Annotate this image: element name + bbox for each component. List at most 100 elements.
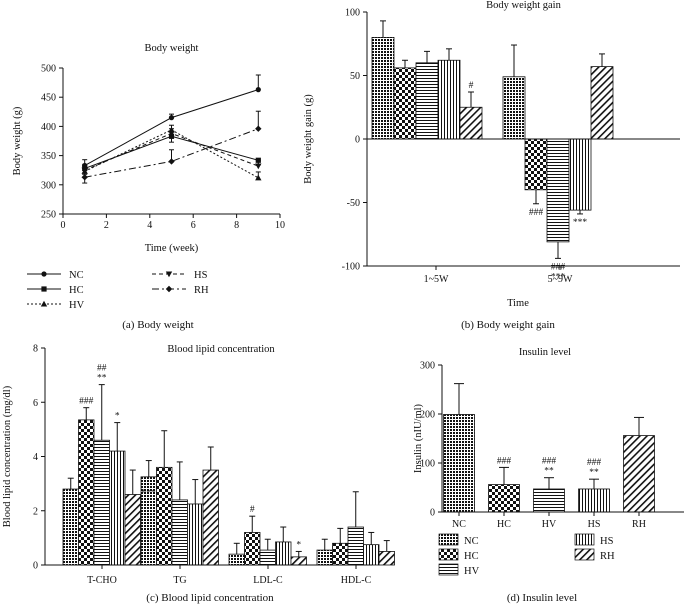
significance-mark: ### — [529, 208, 544, 218]
bar-hv — [259, 549, 276, 566]
significance-mark: ** — [544, 467, 554, 477]
bar-hv — [415, 62, 439, 140]
bar-hs — [187, 503, 204, 566]
legend-label-hc: HC — [464, 551, 479, 562]
significance-mark: # — [250, 505, 255, 515]
chart-a-x-label: Time (week) — [145, 243, 199, 254]
legend-marker-nc — [41, 271, 47, 277]
chart-2-y-tick-label: 0 — [33, 561, 38, 572]
significance-mark: ### — [542, 457, 557, 467]
bar-nc — [443, 414, 475, 513]
bar-nc — [371, 37, 395, 140]
legend-label-rh: RH — [194, 285, 209, 296]
chart-1-y-tick-label: -50 — [347, 198, 360, 209]
bar-hv — [93, 439, 110, 566]
legend-label-nc: NC — [69, 270, 84, 281]
chart-2-y-tick-label: 6 — [33, 398, 38, 409]
chart-d-category-label: RH — [632, 519, 646, 530]
bar-nc — [316, 549, 333, 566]
significance-mark: *** — [551, 272, 566, 282]
bar-hc — [393, 67, 417, 140]
bar-nc — [62, 488, 79, 566]
data-point-nc — [255, 87, 261, 93]
chart-b-category-label: 1~5W — [424, 274, 449, 285]
bar-hv — [171, 499, 188, 566]
bar-hs — [275, 541, 292, 566]
chart-c-category-label: HDL-C — [341, 575, 372, 586]
legend-label-hc: HC — [69, 285, 84, 296]
chart-2-y-tick-label: 2 — [33, 506, 38, 517]
data-point-hs — [168, 130, 175, 137]
legend-label-hv: HV — [464, 566, 480, 577]
bar-nc — [228, 553, 245, 566]
legend-swatch-hc — [438, 548, 459, 561]
bar-rh — [590, 66, 614, 140]
bar-hc — [332, 542, 349, 566]
data-point-hv — [255, 174, 262, 181]
significance-mark: ### — [79, 397, 94, 407]
data-point-rh — [81, 174, 88, 181]
chart-d-y-tick-label: 300 — [420, 361, 435, 372]
chart-d-category-label: HV — [542, 519, 557, 530]
bar-rh — [290, 556, 307, 566]
panel-a-body-weight: Body weight 250 300 350 400 450 500 0 2 4 6 8 10 Time… — [12, 43, 285, 311]
bar-rh — [202, 469, 219, 566]
chart-c-category-label: TG — [173, 575, 186, 586]
legend-swatch-hv — [438, 563, 459, 576]
bar-hs — [363, 544, 380, 566]
data-point-hs — [81, 167, 88, 174]
significance-mark: *** — [142, 488, 157, 498]
legend-marker-hc — [41, 286, 47, 292]
chart-1-y-tick-label: 100 — [345, 8, 360, 19]
legend-label-hv: HV — [69, 300, 85, 311]
chart-d-y-tick-label: 100 — [420, 459, 435, 470]
legend-swatch-hs — [574, 533, 595, 546]
bar-nc — [502, 76, 526, 140]
caption-d: (d) Insulin level — [507, 592, 577, 604]
significance-mark: * — [115, 412, 120, 422]
chart-a-x-tick-label: 2 — [104, 220, 109, 231]
bar-hs — [578, 488, 610, 513]
data-point-rh — [168, 158, 175, 165]
significance-mark: # — [469, 81, 474, 91]
legend-marker-hs — [165, 271, 173, 278]
chart-a-x-tick-label: 0 — [61, 220, 66, 231]
significance-mark: ## — [97, 364, 107, 374]
chart-a-y-label: Body weight (g) — [12, 106, 23, 175]
legend-marker-hv — [40, 300, 48, 307]
bar-hv — [533, 488, 565, 513]
chart-b-category-label: 5~9W — [548, 274, 573, 285]
bar-hs — [109, 450, 126, 566]
legend-label-hs: HS — [600, 536, 614, 547]
chart-a-y-tick-label: 350 — [41, 151, 56, 162]
significance-mark: *** — [573, 218, 588, 228]
legend-swatch-nc — [438, 533, 459, 546]
significance-mark: ### — [587, 458, 602, 468]
caption-b: (b) Body weight gain — [461, 319, 555, 331]
chart-d-category-label: NC — [452, 519, 466, 530]
chart-d-title: Insulin level — [519, 347, 571, 358]
panel-d-insulin: NC HC HV HS RH### ###**###**0100200300Insulin… — [413, 347, 684, 577]
chart-d-category-label: HS — [588, 519, 601, 530]
chart-d-y-label: Insulin (nIU/ml) — [413, 403, 424, 473]
bar-hv — [546, 138, 570, 243]
bar-hc — [78, 419, 95, 566]
legend-label-hs: HS — [194, 270, 208, 281]
chart-a-y-tick-label: 250 — [41, 210, 56, 221]
chart-a-y-tick-label: 500 — [41, 64, 56, 75]
significance-mark: ### — [497, 456, 512, 466]
chart-a-y-tick-label: 300 — [41, 180, 56, 191]
chart-b-x-label: Time — [507, 298, 529, 309]
chart-a-x-tick-label: 4 — [147, 220, 152, 231]
data-point-hs — [255, 163, 262, 170]
legend-swatch-rh — [574, 548, 595, 561]
chart-1-y-tick-label: 50 — [350, 71, 360, 82]
bar-hs — [568, 138, 592, 211]
bar-rh — [459, 106, 483, 140]
chart-c-title: Blood lipid concentration — [167, 344, 275, 355]
chart-b-y-label: Body weight gain (g) — [303, 94, 314, 184]
bar-hv — [347, 526, 364, 566]
